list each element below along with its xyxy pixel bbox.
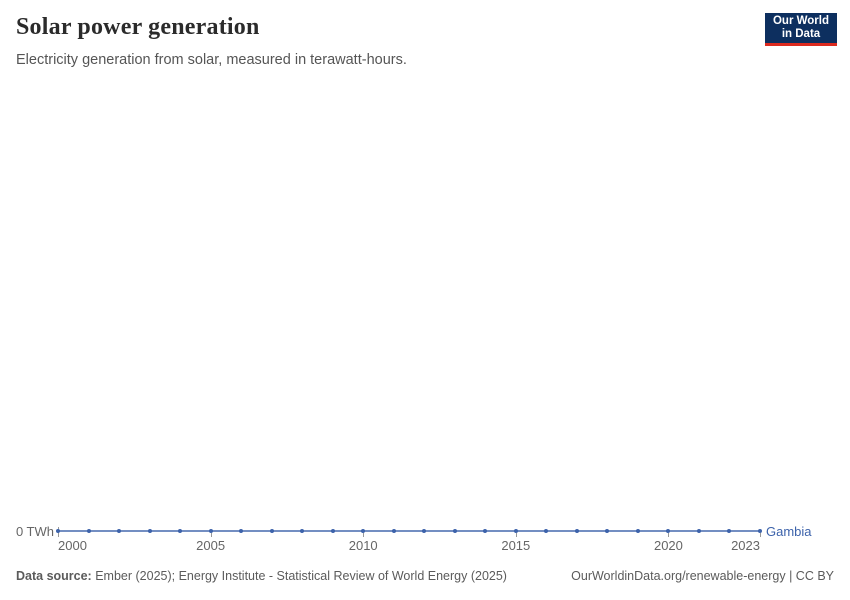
data-point-2019[interactable] — [635, 529, 640, 533]
data-point-2009[interactable] — [330, 529, 335, 533]
entity-label-gambia[interactable]: Gambia — [766, 524, 812, 539]
data-source-label: Data source: — [16, 569, 92, 583]
owid-logo-line2: in Data — [781, 28, 821, 40]
x-tick-label-2005: 2005 — [196, 538, 226, 553]
data-point-2016[interactable] — [544, 529, 549, 533]
x-tick-2000 — [58, 533, 59, 537]
x-tick-2005 — [210, 533, 212, 537]
data-point-2023[interactable] — [758, 529, 762, 533]
data-point-2000[interactable] — [56, 529, 60, 533]
data-point-2011[interactable] — [391, 529, 396, 533]
data-point-2007[interactable] — [269, 529, 274, 533]
data-point-2010[interactable] — [361, 529, 366, 533]
data-source: Data source: Ember (2025); Energy Instit… — [16, 569, 507, 583]
data-point-2008[interactable] — [300, 529, 305, 533]
x-tick-label-2000: 2000 — [58, 538, 87, 553]
owid-logo-line1: Our World — [772, 15, 829, 27]
y-axis-zero-label: 0 TWh — [15, 524, 54, 539]
x-tick-2010 — [363, 533, 365, 537]
data-point-2003[interactable] — [147, 529, 152, 533]
data-point-2001[interactable] — [86, 529, 91, 533]
trend-line-gambia — [58, 530, 760, 532]
data-point-2021[interactable] — [696, 529, 701, 533]
data-point-2005[interactable] — [208, 529, 213, 533]
data-point-2017[interactable] — [574, 529, 579, 533]
data-point-2015[interactable] — [513, 529, 518, 533]
data-point-2014[interactable] — [483, 529, 488, 533]
data-point-2022[interactable] — [727, 529, 732, 533]
data-point-2020[interactable] — [666, 529, 671, 533]
x-tick-label-2015: 2015 — [501, 538, 531, 553]
x-tick-2020 — [668, 533, 670, 537]
data-point-2006[interactable] — [239, 529, 244, 533]
data-point-2004[interactable] — [178, 529, 183, 533]
x-tick-2023 — [760, 533, 761, 537]
footer-link[interactable]: OurWorldinData.org/renewable-energy | CC… — [571, 569, 834, 583]
x-tick-label-2010: 2010 — [348, 538, 378, 553]
data-point-2002[interactable] — [117, 529, 122, 533]
x-tick-label-2020: 2020 — [653, 538, 683, 553]
x-tick-2015 — [515, 533, 517, 537]
chart-title: Solar power generation — [16, 14, 260, 40]
owid-logo[interactable]: Our World in Data — [765, 13, 837, 46]
chart-subtitle: Electricity generation from solar, measu… — [16, 52, 407, 68]
x-tick-label-2023: 2023 — [731, 538, 760, 553]
data-source-text: Ember (2025); Energy Institute - Statist… — [91, 569, 507, 583]
data-point-2012[interactable] — [422, 529, 427, 533]
data-point-2018[interactable] — [605, 529, 610, 533]
data-point-2013[interactable] — [452, 529, 457, 533]
